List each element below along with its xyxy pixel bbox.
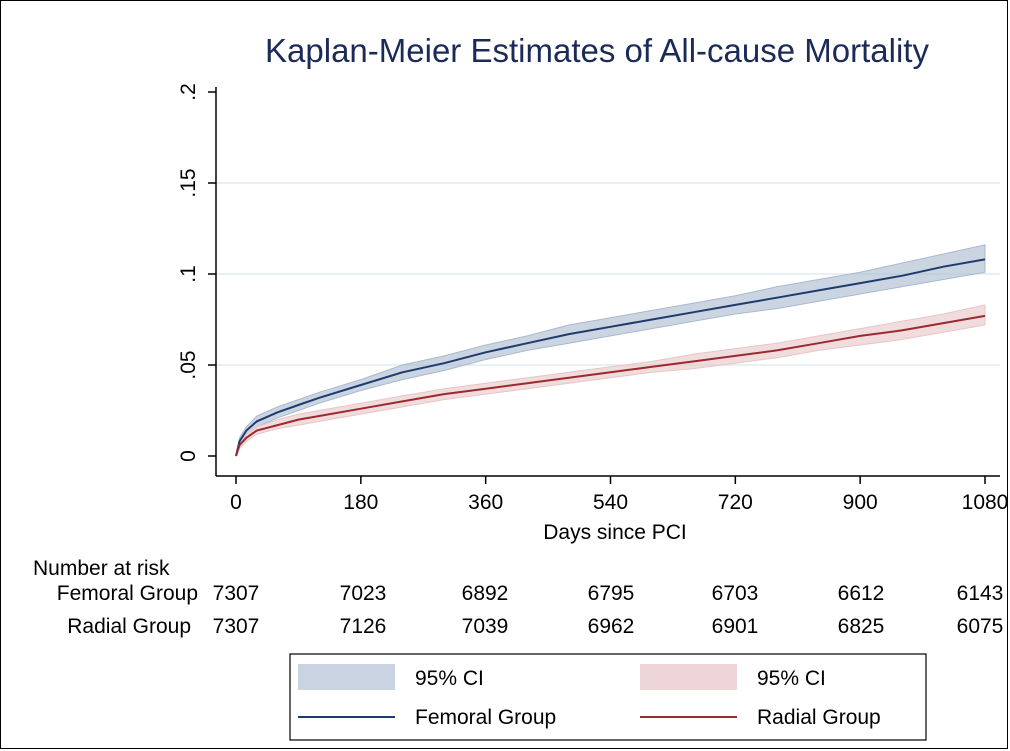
- series-lines: [235, 258, 986, 457]
- x-tick-label-6: 1080: [962, 491, 1009, 514]
- legend-label-radial-ci: 95% CI: [757, 667, 826, 690]
- ci-band-femoral: [235, 244, 986, 457]
- risk-value-radial-3: 6962: [588, 615, 635, 638]
- risk-value-femoral-4: 6703: [712, 582, 759, 605]
- risk-value-femoral-2: 6892: [462, 582, 509, 605]
- x-tick-label-2: 360: [468, 491, 503, 514]
- x-tick-label-4: 720: [718, 491, 753, 514]
- risk-value-femoral-3: 6795: [588, 582, 635, 605]
- ci-bands: [235, 244, 986, 457]
- series-line-radial: [235, 314, 986, 457]
- risk-value-radial-2: 7039: [462, 615, 509, 638]
- legend-label-femoral-ci: 95% CI: [415, 667, 484, 690]
- risk-table: Femoral Group 7307 7023 6892 6795 6703 6612 614…: [57, 582, 1004, 638]
- y-tick-label-1: .05: [177, 350, 200, 379]
- y-tick-label-3: .15: [177, 168, 200, 197]
- ci-band-radial: [235, 304, 986, 457]
- series-line-femoral: [235, 258, 986, 457]
- x-tick-label-0: 0: [230, 491, 242, 514]
- x-axis-label: Days since PCI: [543, 521, 687, 544]
- risk-value-femoral-0: 7307: [213, 582, 260, 605]
- risk-row-label-femoral: Femoral Group: [57, 582, 198, 605]
- legend-swatch-femoral-ci: [298, 664, 395, 690]
- legend-swatch-radial-ci: [640, 664, 737, 690]
- risk-value-femoral-5: 6612: [838, 582, 885, 605]
- legend: 95% CI 95% CI Femoral Group Radial Group: [289, 653, 927, 741]
- risk-table-heading: Number at risk: [33, 557, 170, 580]
- risk-value-radial-4: 6901: [712, 615, 759, 638]
- legend-box: [289, 653, 927, 741]
- legend-label-femoral: Femoral Group: [415, 706, 556, 729]
- x-tick-label-5: 900: [843, 491, 878, 514]
- x-axis-ticks: 0 180 360 540 720 900 1080: [230, 476, 1008, 514]
- y-axis-ticks: 0 .05 .1 .15 .2: [177, 83, 216, 462]
- risk-value-radial-1: 7126: [340, 615, 387, 638]
- risk-row-label-radial: Radial Group: [67, 615, 191, 638]
- risk-value-radial-5: 6825: [838, 615, 885, 638]
- chart-title: Kaplan-Meier Estimates of All-cause Mort…: [265, 32, 929, 69]
- y-tick-label-0: 0: [177, 450, 200, 462]
- y-tick-label-2: .1: [177, 265, 200, 283]
- x-tick-label-1: 180: [343, 491, 378, 514]
- risk-value-femoral-1: 7023: [340, 582, 387, 605]
- y-tick-label-4: .2: [177, 83, 200, 101]
- risk-value-radial-6: 6075: [957, 615, 1004, 638]
- x-tick-label-3: 540: [593, 491, 628, 514]
- legend-label-radial: Radial Group: [757, 706, 881, 729]
- risk-value-radial-0: 7307: [213, 615, 260, 638]
- risk-value-femoral-6: 6143: [957, 582, 1004, 605]
